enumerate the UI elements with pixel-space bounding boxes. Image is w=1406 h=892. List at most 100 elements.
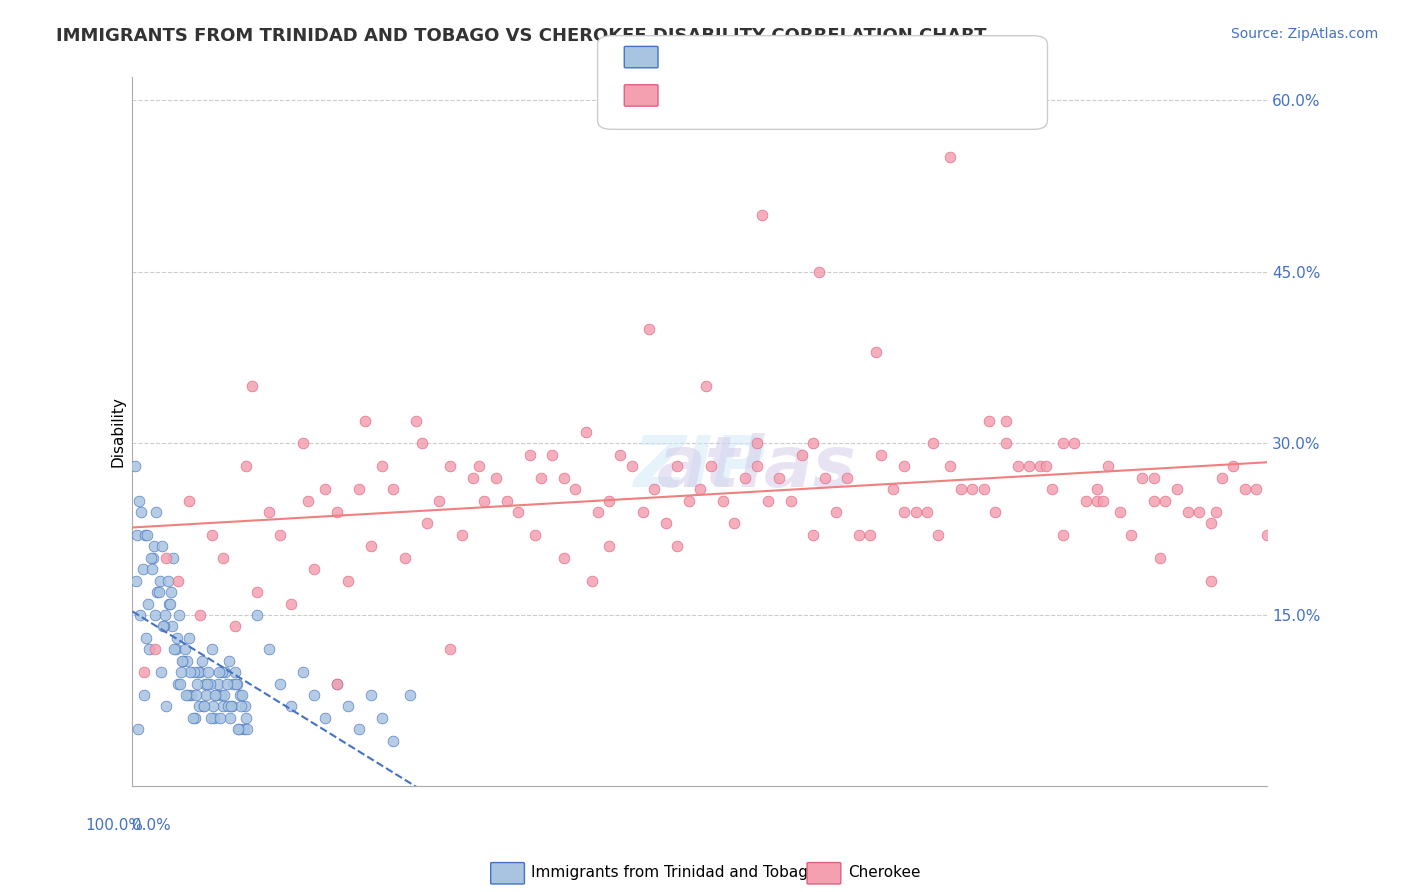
Point	[814, 471, 837, 485]
Point	[609, 448, 631, 462]
Point	[984, 505, 1007, 519]
Point	[190, 607, 212, 622]
Point	[302, 562, 325, 576]
Point	[235, 711, 257, 725]
Point	[214, 665, 236, 680]
Point	[938, 459, 960, 474]
Point	[1052, 436, 1074, 450]
Point	[1085, 493, 1108, 508]
Point	[194, 676, 217, 690]
Point	[1188, 505, 1211, 519]
Point	[1091, 493, 1114, 508]
Point	[1233, 482, 1256, 496]
Point	[229, 688, 252, 702]
Point	[165, 642, 187, 657]
Point	[280, 699, 302, 714]
Point	[745, 459, 768, 474]
Point	[232, 723, 254, 737]
Point	[215, 676, 238, 690]
Point	[124, 459, 146, 474]
Point	[226, 723, 249, 737]
Point	[236, 723, 259, 737]
Point	[153, 619, 176, 633]
Point	[859, 528, 882, 542]
Point	[129, 607, 152, 622]
Text: Source: ZipAtlas.com: Source: ZipAtlas.com	[1230, 27, 1378, 41]
Point	[149, 574, 172, 588]
Point	[125, 574, 148, 588]
Point	[711, 493, 734, 508]
Text: ZIP: ZIP	[634, 433, 766, 502]
Point	[257, 505, 280, 519]
Point	[779, 493, 801, 508]
Point	[1085, 482, 1108, 496]
Point	[134, 528, 156, 542]
Point	[360, 539, 382, 553]
Point	[995, 413, 1018, 427]
Point	[530, 471, 553, 485]
Point	[297, 493, 319, 508]
Point	[162, 550, 184, 565]
Point	[231, 688, 253, 702]
Point	[962, 482, 984, 496]
Point	[1029, 459, 1052, 474]
Point	[870, 448, 893, 462]
Point	[167, 607, 190, 622]
Point	[411, 436, 433, 450]
Point	[193, 699, 215, 714]
Text: R = -0.223  N = 114: R = -0.223 N = 114	[665, 48, 820, 62]
Point	[207, 676, 229, 690]
Point	[893, 459, 915, 474]
Text: R =  0.079  N = 133: R = 0.079 N = 133	[665, 87, 820, 101]
Point	[217, 699, 239, 714]
Point	[1149, 550, 1171, 565]
Point	[973, 482, 995, 496]
Point	[184, 711, 207, 725]
Point	[136, 528, 159, 542]
Point	[155, 699, 177, 714]
Point	[314, 711, 336, 725]
Point	[586, 505, 609, 519]
Point	[180, 688, 202, 702]
Point	[195, 676, 218, 690]
Point	[138, 642, 160, 657]
Point	[467, 459, 489, 474]
Point	[1143, 471, 1166, 485]
Point	[179, 665, 201, 680]
Point	[200, 711, 222, 725]
Point	[461, 471, 484, 485]
Point	[1199, 574, 1222, 588]
Point	[598, 539, 620, 553]
Point	[1052, 528, 1074, 542]
Point	[405, 413, 427, 427]
Point	[564, 482, 586, 496]
Point	[186, 676, 208, 690]
Text: Immigrants from Trinidad and Tobago: Immigrants from Trinidad and Tobago	[531, 865, 818, 880]
Point	[225, 676, 247, 690]
Point	[202, 711, 225, 725]
Point	[166, 574, 188, 588]
Point	[882, 482, 904, 496]
Point	[921, 436, 943, 450]
Point	[222, 676, 245, 690]
Point	[190, 654, 212, 668]
Point	[938, 151, 960, 165]
Point	[155, 550, 177, 565]
Point	[225, 676, 247, 690]
Point	[228, 723, 250, 737]
Point	[1199, 516, 1222, 531]
Point	[700, 459, 723, 474]
Point	[553, 550, 575, 565]
Point	[212, 550, 235, 565]
Point	[394, 550, 416, 565]
Point	[231, 699, 253, 714]
Point	[541, 448, 564, 462]
Point	[695, 379, 717, 393]
Point	[257, 642, 280, 657]
Point	[927, 528, 949, 542]
Point	[166, 631, 188, 645]
Point	[149, 665, 172, 680]
Point	[801, 436, 824, 450]
Point	[235, 459, 257, 474]
Point	[150, 539, 173, 553]
